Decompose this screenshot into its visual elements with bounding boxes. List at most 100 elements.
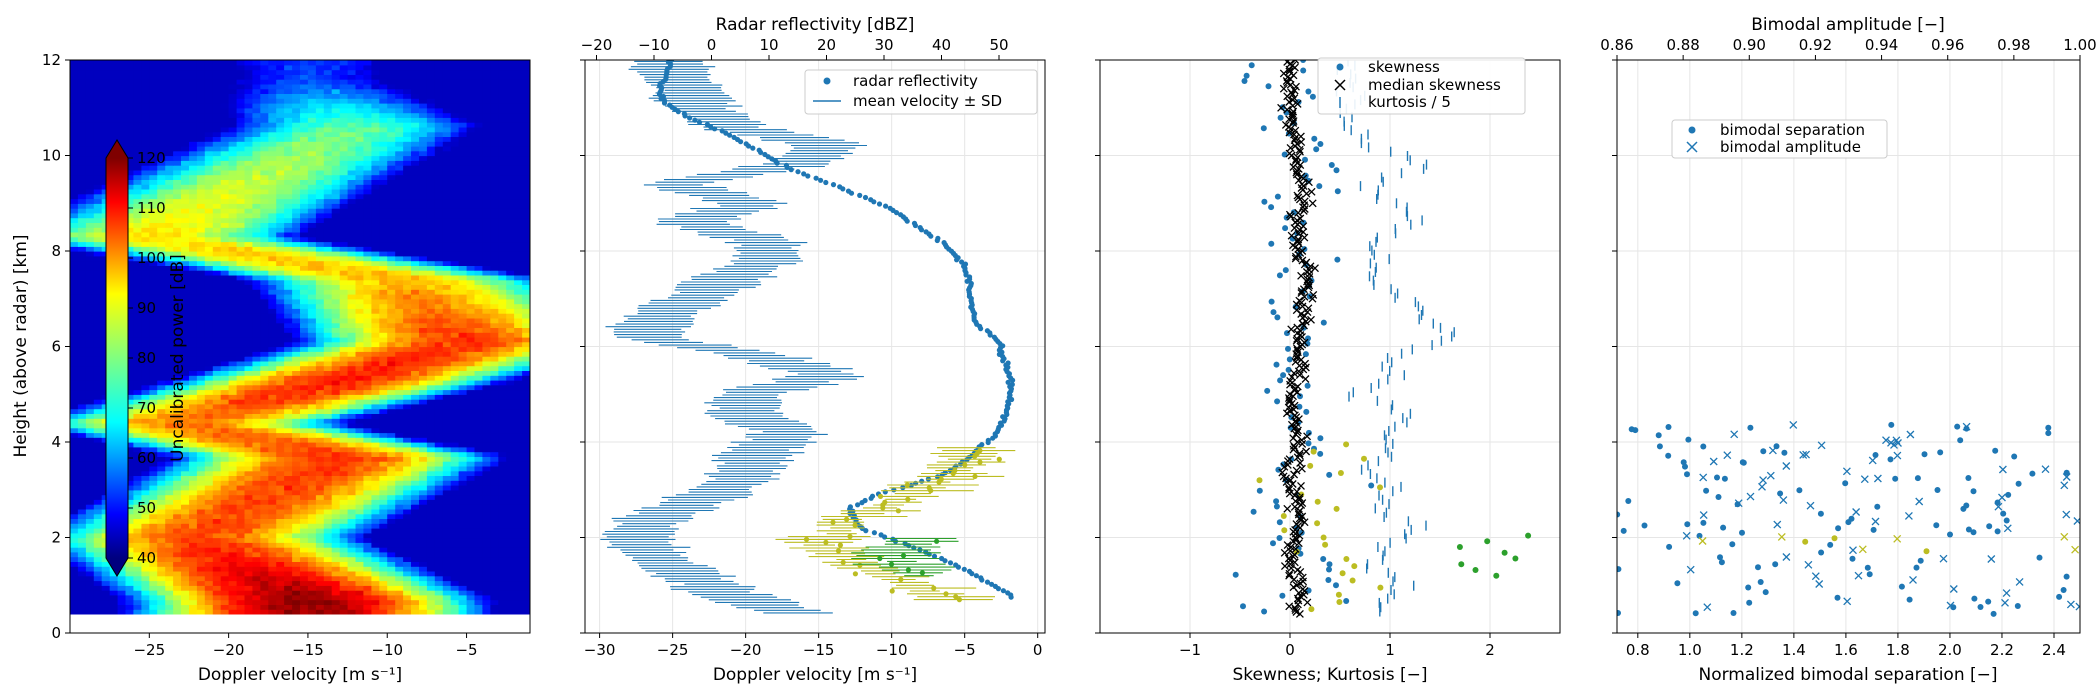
spectrogram-cell: [228, 251, 238, 257]
spectrogram-cell: [141, 265, 150, 271]
spectrogram-cell: [347, 403, 357, 410]
spectrogram-cell: [77, 403, 87, 410]
spectrogram-cell: [77, 356, 87, 362]
spectrogram-cell: [347, 241, 357, 247]
spectrogram-cell: [482, 532, 491, 539]
spectrogram-cell: [260, 528, 269, 534]
spectrogram-cell: [260, 465, 269, 472]
spectrogram-cell: [339, 208, 349, 214]
spectrogram-cell: [173, 303, 182, 309]
spectrogram-cell: [411, 236, 420, 243]
spectrogram-cell: [434, 212, 444, 219]
spectrogram-cell: [157, 513, 166, 519]
spectrogram-cell: [85, 442, 95, 448]
spectrogram-cell: [85, 284, 95, 290]
spectrogram-cell: [347, 270, 357, 276]
spectrogram-cell: [133, 570, 142, 577]
spectrogram-cell: [157, 485, 166, 491]
spectrogram-cell: [70, 289, 79, 295]
spectrogram-cell: [355, 575, 364, 582]
spectrogram-cell: [260, 227, 269, 233]
spectrogram-cell: [474, 580, 483, 586]
spectrogram-cell: [458, 317, 468, 324]
spectrogram-cell: [252, 231, 261, 238]
spectrogram-cell: [268, 580, 277, 586]
spectrogram-cell: [204, 513, 214, 519]
spectrogram-cell: [212, 265, 222, 271]
spectrogram-cell: [165, 356, 174, 362]
spectrogram-cell: [323, 332, 333, 338]
spectrogram-cell: [387, 475, 396, 481]
spectrogram-cell: [411, 279, 420, 285]
spectrogram-cell: [276, 241, 285, 247]
spectrogram-cell: [522, 523, 530, 529]
spectrogram-cell: [260, 580, 269, 586]
spectrogram-cell: [307, 260, 317, 266]
spectrogram-cell: [252, 489, 261, 496]
spectrogram-cell: [236, 375, 246, 381]
spectrogram-cell: [434, 399, 444, 405]
spectrogram-cell: [141, 379, 150, 386]
spectrogram-cell: [482, 222, 491, 228]
spectrogram-cell: [244, 289, 253, 295]
spectrogram-cell: [371, 470, 380, 476]
spectrogram-cell: [268, 442, 277, 448]
spectrogram-cell: [482, 227, 491, 233]
spectrogram-cell: [419, 217, 428, 223]
spectrogram-cell: [268, 446, 277, 453]
spectrogram-cell: [252, 260, 261, 266]
spectrogram-cell: [522, 532, 530, 539]
spectrogram-cell: [212, 208, 222, 214]
spectrogram-cell: [339, 303, 349, 309]
spectrogram-cell: [133, 208, 142, 214]
spectrogram-cell: [173, 322, 182, 328]
spectrogram-cell: [157, 528, 166, 534]
spectrogram-cell: [474, 547, 483, 553]
spectrogram-cell: [315, 394, 325, 400]
spectrogram-cell: [252, 446, 261, 453]
spectrogram-cell: [323, 270, 333, 276]
spectrogram-cell: [276, 212, 285, 219]
spectrogram-cell: [196, 303, 206, 309]
spectrogram-cell: [482, 322, 491, 328]
spectrogram-cell: [292, 351, 301, 357]
spectrogram-cell: [490, 270, 499, 276]
spectrogram-cell: [371, 575, 380, 582]
spectrogram-cell: [133, 394, 142, 400]
spectrogram-cell: [450, 551, 460, 558]
spectrogram-cell: [220, 585, 230, 591]
spectrogram-cell: [284, 356, 293, 362]
spectrogram-cell: [331, 217, 341, 223]
spectrogram-cell: [450, 346, 460, 352]
spectrogram-cell: [125, 566, 134, 572]
spectrogram-cell: [307, 227, 317, 233]
spectrogram-cell: [426, 308, 436, 314]
spectrogram-cell: [307, 246, 317, 252]
spectrogram-cell: [189, 284, 198, 290]
spectrogram-cell: [165, 298, 174, 305]
spectrogram-cell: [434, 532, 444, 539]
spectrogram-cell: [474, 465, 483, 472]
spectrogram-cell: [379, 222, 388, 228]
spectrogram-cell: [165, 480, 174, 486]
spectrogram-cell: [379, 208, 388, 214]
spectrogram-cell: [490, 231, 499, 238]
spectrogram-cell: [371, 528, 380, 534]
spectrogram-cell: [204, 528, 214, 534]
spectrogram-cell: [125, 485, 134, 491]
spectrogram-cell: [315, 446, 325, 453]
spectrogram-cell: [466, 528, 476, 534]
spectrogram-cell: [315, 561, 325, 567]
spectrogram-cell: [490, 566, 499, 572]
spectrogram-cell: [77, 570, 87, 577]
spectrogram-cell: [466, 274, 476, 281]
spectrogram-cell: [498, 537, 507, 543]
spectrogram-cell: [426, 351, 436, 357]
spectrogram-cell: [244, 561, 253, 567]
spectrogram-cell: [141, 408, 150, 414]
spectrogram-cell: [204, 556, 214, 562]
spectrogram-cell: [157, 494, 166, 500]
spectrogram-cell: [212, 255, 222, 262]
spectrogram-cell: [450, 351, 460, 357]
spectrogram-cell: [387, 317, 396, 324]
